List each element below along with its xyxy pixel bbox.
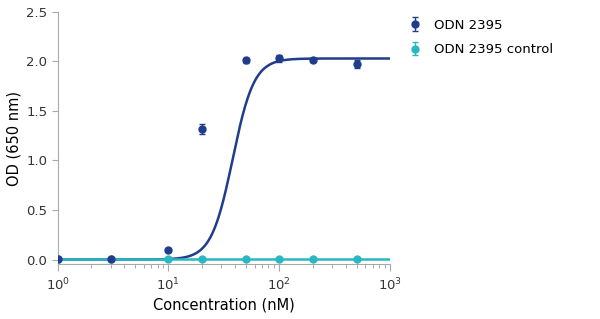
X-axis label: Concentration (nM): Concentration (nM) <box>153 297 295 312</box>
Y-axis label: OD (650 nm): OD (650 nm) <box>7 91 22 186</box>
Legend: ODN 2395, ODN 2395 control: ODN 2395, ODN 2395 control <box>403 19 553 56</box>
